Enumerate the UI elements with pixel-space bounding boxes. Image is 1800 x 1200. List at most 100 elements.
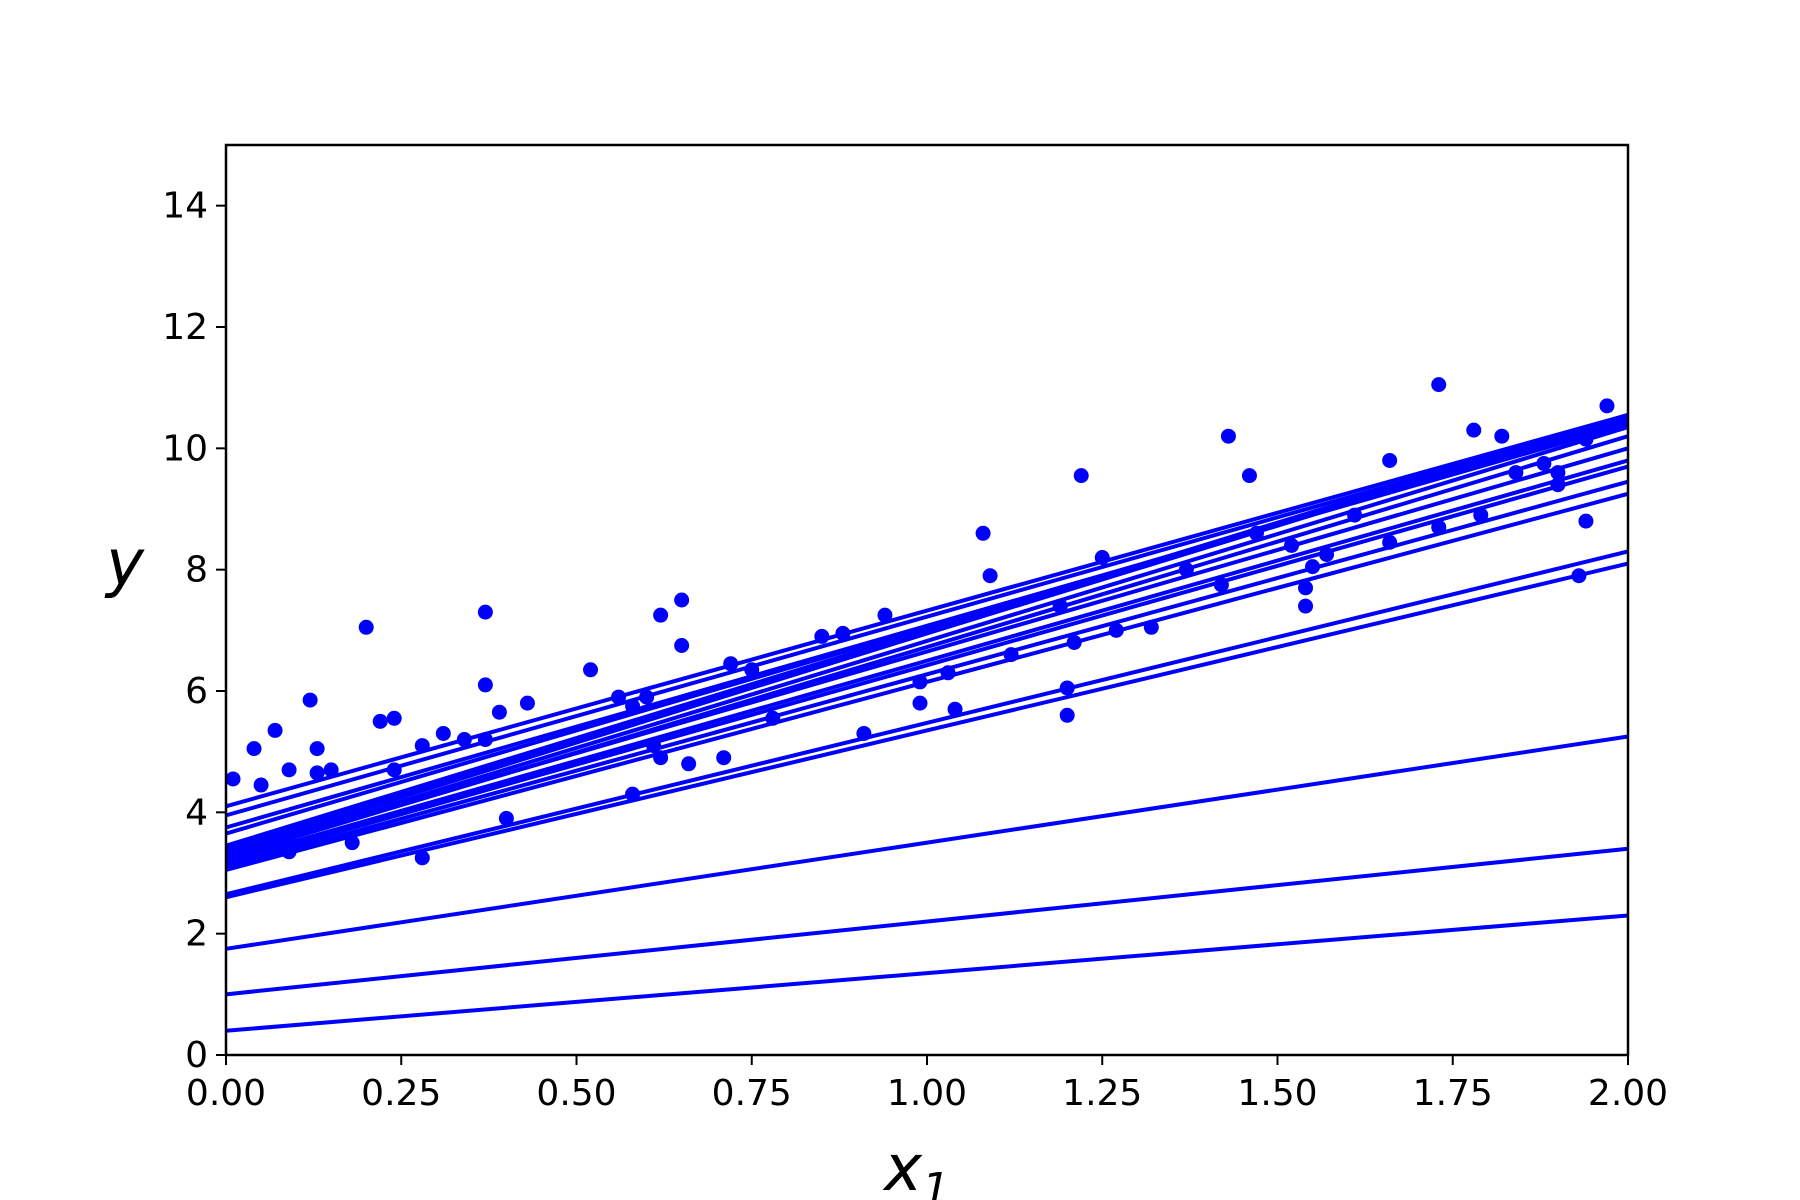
data-point-79: [1536, 456, 1552, 471]
data-point-37: [716, 750, 732, 766]
x-tick-label: 0.00: [186, 1073, 266, 1114]
data-point-62: [1220, 428, 1236, 444]
data-point-15: [386, 762, 402, 778]
data-point-81: [1550, 477, 1566, 493]
data-point-12: [358, 619, 374, 635]
data-point-39: [744, 662, 760, 678]
data-point-11: [344, 835, 360, 851]
x-tick-label: 1.50: [1237, 1073, 1317, 1114]
data-point-60: [1178, 562, 1194, 578]
data-point-63: [1241, 468, 1257, 484]
x-axis-label: x1: [882, 1132, 950, 1200]
data-point-46: [912, 695, 928, 711]
data-point-40: [765, 710, 781, 726]
data-point-31: [646, 738, 662, 754]
data-point-78: [1508, 465, 1524, 481]
data-point-13: [372, 713, 388, 729]
data-point-20: [477, 732, 493, 748]
data-point-85: [1599, 398, 1615, 414]
regression-line-18: [225, 846, 1629, 997]
data-point-76: [1473, 507, 1489, 523]
data-point-27: [611, 689, 627, 705]
x-axis-label-main: x: [882, 1132, 923, 1200]
y-axis-ticks: 0 2 4 6 8 10 12 14: [162, 186, 226, 1076]
data-point-57: [1094, 550, 1110, 566]
data-point-24: [498, 810, 514, 826]
data-point-29: [625, 698, 641, 714]
regression-line-10: [225, 446, 1629, 857]
data-point-50: [982, 568, 998, 584]
x-tick-label: 1.75: [1413, 1073, 1493, 1114]
data-point-48: [947, 701, 963, 717]
data-point-56: [1073, 468, 1089, 484]
data-point-64: [1248, 525, 1264, 541]
regression-line-17: [225, 734, 1629, 951]
x-tick-label: 1.00: [887, 1073, 967, 1114]
data-point-38: [723, 656, 739, 672]
data-point-58: [1108, 622, 1124, 638]
data-point-82: [1571, 568, 1587, 584]
data-point-73: [1431, 519, 1447, 535]
regression-line-19: [225, 913, 1629, 1033]
x-tick-label: 1.25: [1062, 1073, 1142, 1114]
data-point-17: [414, 850, 430, 866]
data-point-19: [456, 732, 472, 748]
x-tick-label: 0.25: [361, 1073, 441, 1114]
data-point-43: [856, 725, 872, 741]
data-point-69: [1319, 547, 1335, 562]
data-point-45: [912, 674, 928, 690]
data-point-77: [1494, 428, 1510, 444]
y-axis-label: y: [104, 527, 145, 601]
data-point-23: [491, 704, 507, 720]
y-tick-label: 14: [162, 186, 208, 227]
data-point-53: [1059, 680, 1075, 696]
data-point-49: [975, 525, 991, 541]
y-tick-label: 12: [162, 307, 208, 348]
data-point-68: [1305, 559, 1321, 575]
data-point-65: [1284, 537, 1300, 553]
data-point-75: [1466, 422, 1482, 438]
data-point-51: [1003, 647, 1019, 663]
regression-line-11: [225, 458, 1629, 863]
data-point-26: [583, 662, 599, 678]
data-point-42: [835, 625, 851, 641]
data-points: [225, 377, 1615, 866]
x-tick-label: 0.50: [536, 1073, 616, 1114]
data-point-80: [1550, 465, 1566, 481]
data-point-28: [625, 786, 641, 802]
data-point-16: [414, 738, 430, 754]
regression-line-7: [225, 413, 1629, 854]
data-point-47: [940, 665, 956, 681]
data-point-18: [435, 725, 451, 741]
data-point-32: [653, 750, 669, 766]
data-point-9: [309, 765, 325, 781]
data-point-30: [639, 689, 655, 705]
data-point-67: [1298, 598, 1314, 614]
regression-line-8: [225, 425, 1629, 857]
data-point-21: [477, 677, 493, 693]
regression-line-15: [225, 549, 1629, 897]
y-tick-label: 0: [185, 1035, 208, 1076]
data-point-3: [253, 777, 269, 793]
regression-line-16: [225, 561, 1629, 900]
data-point-84: [1578, 431, 1594, 447]
data-point-74: [1431, 377, 1447, 393]
data-point-36: [681, 756, 697, 772]
regression-line-12: [225, 464, 1629, 866]
data-point-22: [477, 604, 493, 620]
x-axis-label-subscript: 1: [922, 1164, 950, 1200]
x-tick-label: 0.75: [712, 1073, 792, 1114]
data-point-1: [225, 771, 241, 787]
data-point-44: [877, 607, 893, 623]
x-axis-ticks: 0.00 0.25 0.50 0.75 1.00 1.25 1.50 1.75 2.00: [186, 1055, 1668, 1114]
data-point-14: [386, 710, 402, 726]
data-point-7: [302, 692, 318, 708]
data-point-10: [323, 762, 339, 778]
y-tick-label: 8: [185, 550, 208, 591]
data-point-34: [674, 592, 690, 608]
data-point-59: [1143, 619, 1159, 635]
data-point-72: [1382, 534, 1398, 550]
data-point-54: [1059, 707, 1075, 723]
